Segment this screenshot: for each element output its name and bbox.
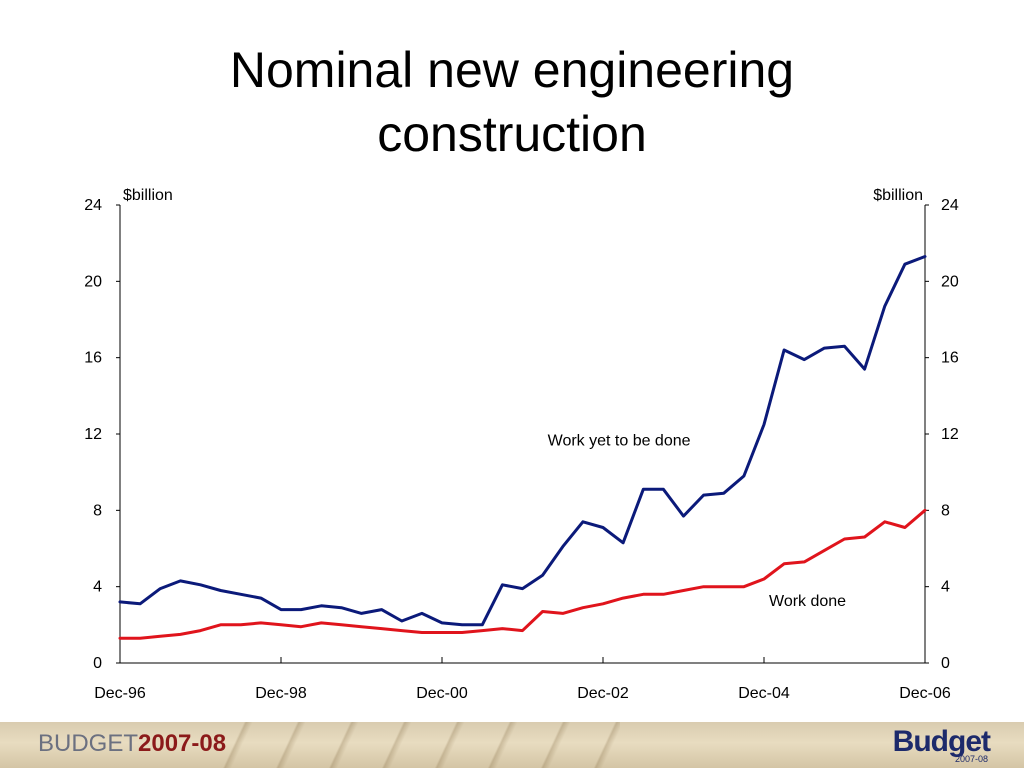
y-tick-label-left: 12 [84,426,102,443]
y-tick-label-right: 4 [941,579,950,596]
y-tick-label-right: 20 [941,273,959,290]
y-tick-label-left: 8 [93,502,102,519]
budget-logo-word: Budget [892,725,991,758]
series-line-work-yet-to-be-done [118,255,927,627]
budget-logo: Budget 2007-08 [892,725,991,765]
chart-ticks: 0 0 4 4 8 8 12 12 16 16 20 20 24 24 Dec-96 Dec-98 Dec-00… [84,197,959,702]
footer-budget-label: BUDGET2007-08 [38,730,226,758]
budget-logo-year: 2007-08 [954,754,988,764]
chart-series [118,255,927,640]
footer-budget-year: 2007-08 [138,730,227,757]
y-tick-label-left: 24 [84,197,102,214]
chart-labels: $billion $billion Work yet to be done Work … [123,187,923,610]
y-tick-label-left: 4 [93,579,102,596]
x-tick-label: Dec-04 [738,685,790,702]
y-tick-label-left: 20 [84,273,102,290]
x-tick-label: Dec-02 [577,685,629,702]
x-tick-label: Dec-98 [255,685,307,702]
y-tick-label-right: 16 [941,350,959,367]
footer-banner: BUDGET2007-08 Budget 2007-08 [0,722,1024,768]
y-tick-label-right: 24 [941,197,959,214]
x-tick-label: Dec-06 [899,685,951,702]
x-tick-label: Dec-00 [416,685,468,702]
slide-title: Nominal new engineering construction [0,38,1024,166]
title-line-2: construction [377,106,647,162]
y-tick-label-right: 12 [941,426,959,443]
y-tick-label-left: 16 [84,350,102,367]
y-tick-label-left: 0 [93,655,102,672]
title-line-1: Nominal new engineering [229,42,795,98]
footer-budget-word: BUDGET [38,730,139,757]
y-tick-label-right: 8 [941,502,950,519]
y-tick-label-right: 0 [941,655,950,672]
footer-decoration [200,722,620,768]
annotation-work-yet-to-be-done: Work yet to be done [548,433,691,450]
annotation-work-done: Work done [769,593,846,610]
series-line-work-done [118,508,927,640]
x-tick-label: Dec-96 [94,685,146,702]
y-axis-label-right: $billion [873,187,923,204]
line-chart: 0 0 4 4 8 8 12 12 16 16 20 20 24 24 Dec-96 Dec-98 Dec-00… [84,187,959,702]
y-axis-label-left: $billion [123,187,173,204]
